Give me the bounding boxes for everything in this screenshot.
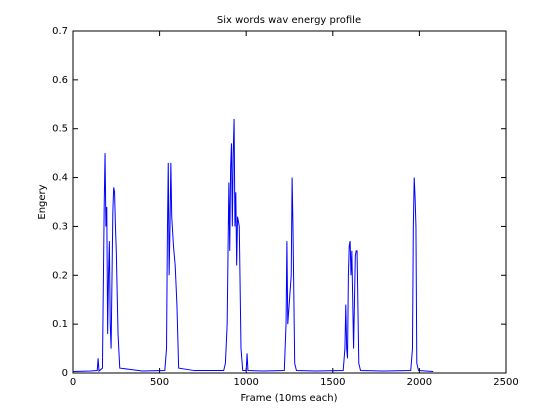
y-tick-label: 0.3 (52, 221, 68, 232)
x-tick-label: 2000 (407, 377, 432, 388)
x-tick-label: 2500 (493, 377, 518, 388)
y-tick-label: 0.7 (52, 26, 68, 37)
y-tick-label: 0.5 (52, 124, 68, 135)
x-tick-label: 500 (150, 377, 169, 388)
x-tick-label: 0 (70, 377, 76, 388)
x-tick-label: 1000 (233, 377, 258, 388)
y-axis-label: Engery (37, 184, 48, 219)
data-line (72, 118, 434, 373)
y-tick-label: 0.4 (52, 173, 68, 184)
chart-title: Six words wav energy profile (217, 15, 361, 26)
y-tick-label: 0.1 (52, 319, 68, 330)
x-axis-label: Frame (10ms each) (240, 393, 337, 404)
x-tick-label: 1500 (320, 377, 345, 388)
y-tick-label: 0.2 (52, 270, 68, 281)
y-tick-label: 0 (62, 368, 68, 379)
y-tick-label: 0.6 (52, 75, 68, 86)
plot-area (72, 30, 507, 374)
